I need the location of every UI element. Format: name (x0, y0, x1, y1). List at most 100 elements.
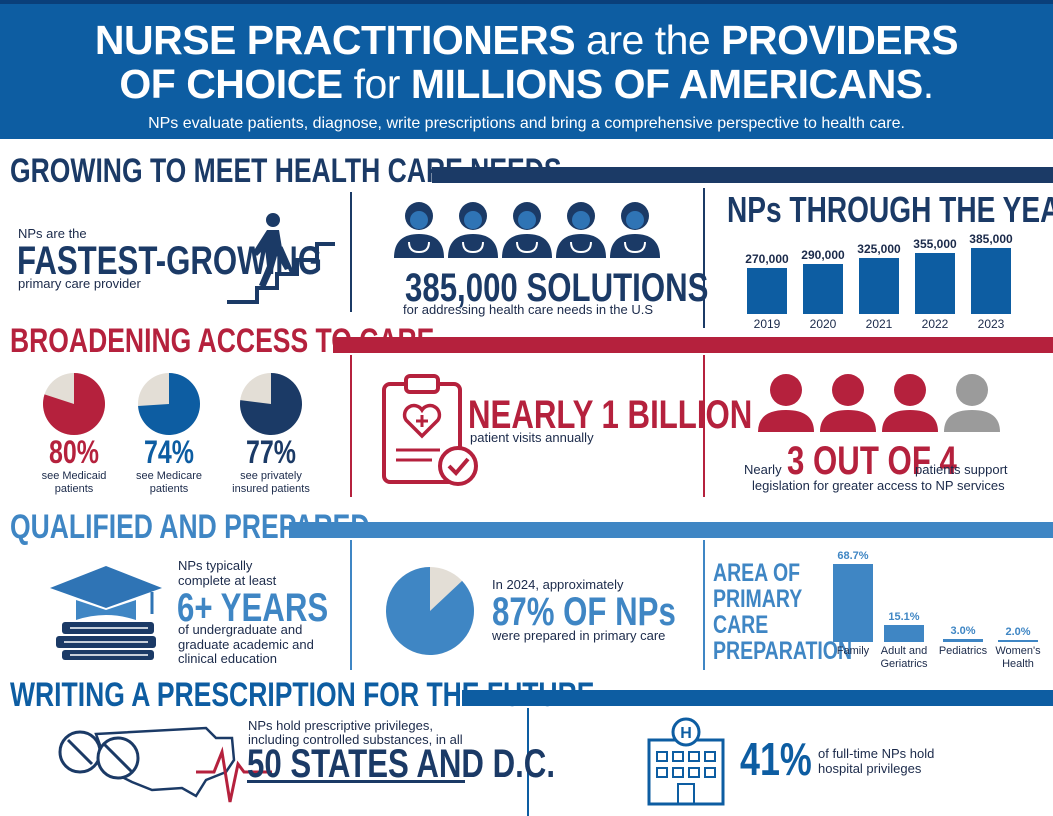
area-title-line: CARE (713, 611, 769, 639)
divider (703, 355, 705, 497)
access-pie-percent: 74% (144, 434, 194, 470)
year-bar (803, 264, 843, 314)
access-pie-caption: insured patients (232, 483, 310, 495)
headline-bold-4: MILLIONS OF AMERICANS (410, 61, 923, 107)
year-bar (915, 253, 955, 314)
access-pie-slice (240, 373, 302, 435)
access-pie (240, 373, 302, 435)
year-bar-value: 270,000 (745, 251, 789, 266)
year-bar-category: 2020 (809, 317, 837, 331)
area-bar-value: 2.0% (1005, 625, 1031, 638)
area-bar (833, 564, 873, 642)
access-pie-caption: patients (54, 483, 94, 495)
headline-bold-1: NURSE PRACTITIONERS (94, 17, 576, 63)
header-subtitle: NPs evaluate patients, diagnose, write p… (148, 115, 905, 132)
primary-care-pie (386, 567, 474, 655)
solutions-post-text: for addressing health care needs in the … (403, 302, 654, 317)
graduation-books-icon (50, 566, 162, 660)
hosp-post1-text: of full-time NPs hold (818, 746, 935, 761)
access-pie-slice (43, 373, 105, 435)
clipboard-heart-icon (382, 374, 478, 486)
area-bar-value: 15.1% (888, 610, 920, 623)
year-bar (971, 248, 1011, 314)
hosp-post2-text: hospital privileges (818, 761, 922, 776)
divider (350, 540, 352, 670)
pct-big-text: 87% OF NPs (492, 590, 676, 634)
states-underline (247, 780, 465, 783)
area-title-line: PREPARATION (713, 637, 853, 665)
years-pre1-text: NPs typically (178, 558, 253, 573)
three-post-text: patients support (915, 462, 1008, 477)
solutions-big-text: 385,000 SOLUTIONS (405, 266, 709, 310)
divider (350, 192, 352, 312)
year-bar-value: 290,000 (801, 248, 845, 263)
year-bar-value: 325,000 (857, 242, 901, 257)
billion-big-text: NEARLY 1 BILLION (468, 393, 753, 437)
divider (350, 355, 352, 497)
access-pie (138, 373, 200, 435)
three-big-text: 3 OUT OF 4 (787, 439, 957, 483)
headline-bold-3: OF CHOICE (119, 61, 343, 107)
year-bar-value: 355,000 (913, 237, 957, 252)
divider (703, 188, 705, 328)
pct-post-text: were prepared in primary care (492, 628, 666, 643)
year-bar-category: 2023 (977, 317, 1005, 331)
headline-line-2: OF CHOICE for MILLIONS OF AMERICANS. (0, 62, 1053, 106)
fastest-pre-text: NPs are the (18, 226, 87, 241)
divider (703, 540, 705, 670)
headline-line-1: NURSE PRACTITIONERS are the PROVIDERS (0, 18, 1053, 62)
three-pre-text: Nearly (744, 462, 782, 477)
states-pre2-text: including controlled substances, in all (248, 732, 463, 747)
years-post1-text: of undergraduate and (178, 622, 303, 637)
year-bar-category: 2022 (921, 317, 949, 331)
area-bar-value: 3.0% (950, 624, 976, 637)
area-bar-category: Pediatrics (938, 645, 988, 657)
page-header: NURSE PRACTITIONERS are the PROVIDERS OF… (0, 0, 1053, 139)
states-big-text: 50 STATES AND D.C. (247, 742, 556, 786)
year-bar (747, 267, 787, 314)
section-bar-growing (432, 167, 1053, 183)
headline-period: . (922, 61, 934, 107)
billion-post-text: patient visits annually (470, 430, 594, 445)
divider (527, 708, 529, 816)
access-pie-percent: 77% (246, 434, 296, 470)
area-title: AREA OF PRIMARY CARE PREPARATION (713, 560, 891, 664)
access-pie (43, 373, 105, 435)
area-bar-category: Health (1002, 658, 1034, 670)
years-chart-title: NPs THROUGH THE YEARS (727, 189, 1053, 230)
area-bar (943, 638, 983, 642)
access-pie-slice (138, 373, 200, 435)
years-pre2-text: complete at least (178, 573, 277, 588)
svg-text:H: H (680, 725, 692, 742)
section-bar-future (462, 690, 1053, 706)
states-pre1-text: NPs hold prescriptive privileges, (248, 718, 433, 733)
headline-bold-2: PROVIDERS (721, 17, 959, 63)
area-title-line: PRIMARY (713, 585, 803, 613)
hospital-big-text: 41% (740, 733, 812, 785)
area-bar-category: Adult and (880, 645, 928, 657)
us-map-pills-icon (58, 726, 272, 803)
area-bar (884, 624, 924, 642)
section-bar-access (333, 337, 1053, 353)
people-icon (758, 374, 1000, 432)
primary-care-pie-slice (386, 567, 474, 655)
three-line2-text: legislation for greater access to NP ser… (752, 478, 1005, 493)
fastest-post-text: primary care provider (18, 276, 141, 291)
headline-light-2: for (353, 61, 401, 107)
area-title-line: AREA OF (713, 559, 801, 587)
hospital-icon: H (647, 717, 725, 806)
area-bar (998, 639, 1038, 642)
access-pie-caption: see privately (240, 470, 302, 482)
area-bar-category: Geriatrics (880, 658, 928, 670)
section-bar-qualified (289, 522, 1053, 538)
years-post3-text: clinical education (178, 651, 278, 666)
year-bar-category: 2019 (753, 317, 781, 331)
pct-pre-text: In 2024, approximately (492, 577, 624, 592)
access-pie-caption: see Medicare (135, 470, 203, 482)
access-pie-percent: 80% (49, 434, 99, 470)
years-post2-text: graduate academic and (178, 637, 314, 652)
area-bar-value: 68.7% (837, 550, 869, 562)
fastest-big-text: FASTEST-GROWING (17, 239, 323, 283)
area-bar-category: Family (836, 645, 870, 657)
stairs-climber-icon (227, 213, 335, 304)
